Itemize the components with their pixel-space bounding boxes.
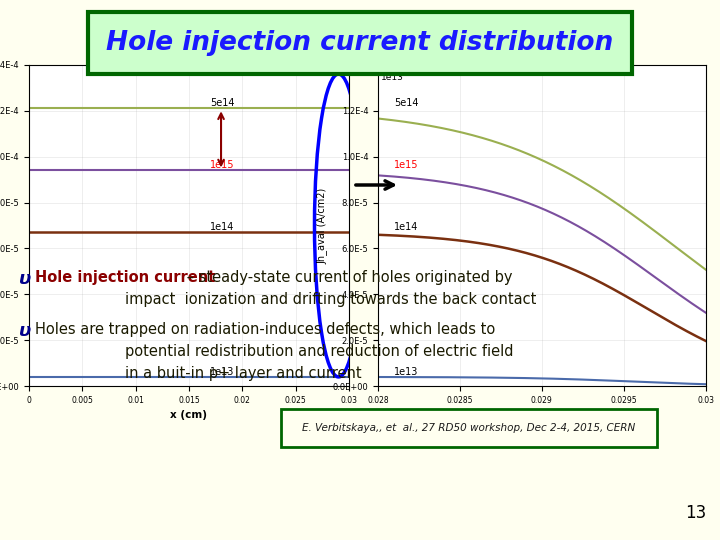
Text: 13: 13 bbox=[685, 504, 706, 522]
Text: E. Verbitskaya,, et  al., 27 RD50 workshop, Dec 2-4, 2015, CERN: E. Verbitskaya,, et al., 27 RD50 worksho… bbox=[302, 423, 636, 433]
Text: – steady-state current of holes originated by: – steady-state current of holes originat… bbox=[182, 270, 513, 285]
Y-axis label: Jh_aval (A/cm2): Jh_aval (A/cm2) bbox=[316, 187, 327, 264]
Title: $\mathbf{J_{h\ aval}}$(x) vs. F; 700 V: $\mathbf{J_{h\ aval}}$(x) vs. F; 700 V bbox=[125, 46, 253, 60]
FancyBboxPatch shape bbox=[281, 409, 657, 447]
Text: impact  ionization and drifting towards the back contact: impact ionization and drifting towards t… bbox=[125, 292, 536, 307]
X-axis label: x (cm): x (cm) bbox=[523, 410, 560, 420]
Text: potential redistribution and reduction of electric field: potential redistribution and reduction o… bbox=[125, 344, 513, 359]
Text: 1e13: 1e13 bbox=[210, 367, 235, 376]
Text: υ: υ bbox=[18, 270, 30, 288]
Text: 5e14: 5e14 bbox=[395, 98, 419, 108]
Text: 1e14: 1e14 bbox=[210, 222, 235, 232]
Text: Hole injection current distribution: Hole injection current distribution bbox=[107, 30, 613, 56]
Text: 5e14: 5e14 bbox=[210, 98, 235, 108]
Text: Hole injection current: Hole injection current bbox=[35, 270, 215, 285]
Text: υ: υ bbox=[18, 322, 30, 340]
Title: $\mathbf{J_{h\ aval}}$(x) vs. F; 700 V: $\mathbf{J_{h\ aval}}$(x) vs. F; 700 V bbox=[477, 46, 606, 60]
Text: 1e14: 1e14 bbox=[395, 222, 419, 232]
X-axis label: x (cm): x (cm) bbox=[171, 410, 207, 420]
FancyBboxPatch shape bbox=[88, 12, 632, 74]
Text: 1e15: 1e15 bbox=[210, 160, 235, 170]
Text: 1e13: 1e13 bbox=[382, 73, 404, 82]
Text: in a buit-in p+ layer and current: in a buit-in p+ layer and current bbox=[125, 366, 361, 381]
Text: 1e13: 1e13 bbox=[395, 367, 419, 376]
Text: Holes are trapped on radiation-induces defects, which leads to: Holes are trapped on radiation-induces d… bbox=[35, 322, 495, 337]
Text: 1e15: 1e15 bbox=[395, 160, 419, 170]
